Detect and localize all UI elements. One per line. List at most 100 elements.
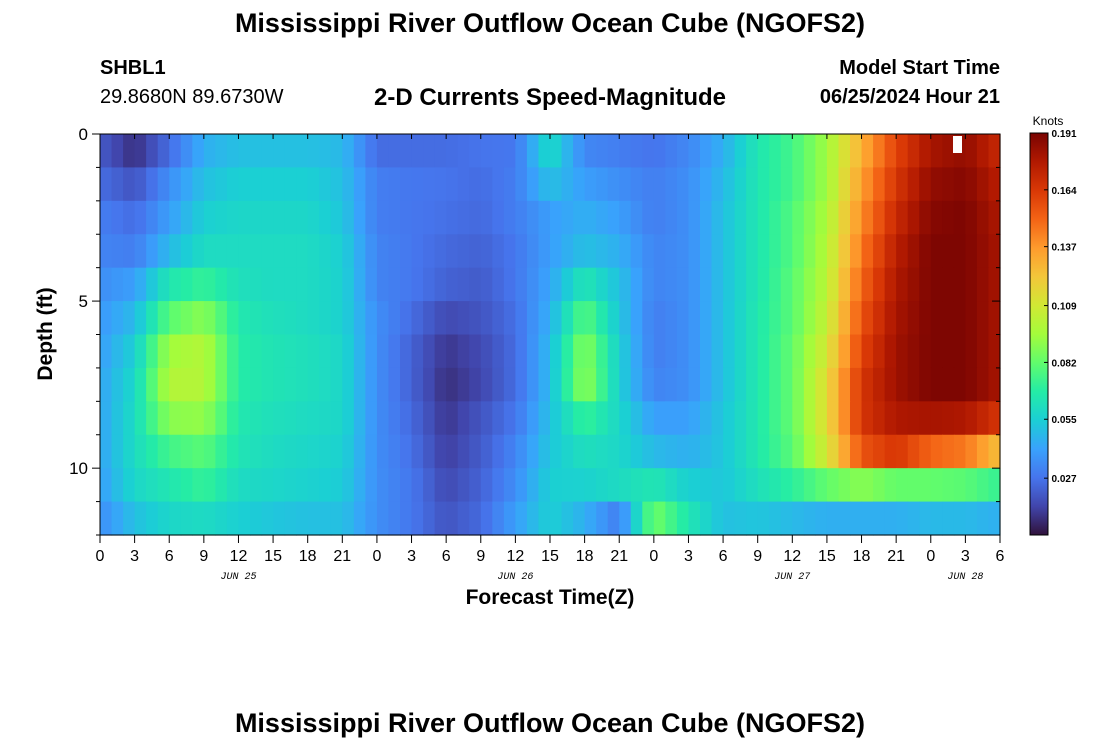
heatmap-cell xyxy=(676,234,690,269)
heatmap-cell xyxy=(711,468,724,503)
heatmap-cell xyxy=(861,267,874,302)
x-tick-label: 21 xyxy=(610,548,628,565)
heatmap-cell xyxy=(988,434,1001,469)
heatmap-cell xyxy=(319,468,332,503)
heatmap-cell xyxy=(619,234,632,269)
heatmap-cell xyxy=(434,501,447,536)
heatmap-cell xyxy=(250,468,263,503)
heatmap-cell xyxy=(988,200,1001,235)
heatmap-cell xyxy=(850,167,863,202)
heatmap-cell xyxy=(215,234,228,269)
heatmap-cell xyxy=(538,167,551,202)
heatmap-cell xyxy=(561,134,574,169)
heatmap-cell xyxy=(723,167,736,202)
heatmap-cell xyxy=(423,167,436,202)
heatmap-cell xyxy=(515,367,528,402)
x-tick-label: 21 xyxy=(887,548,905,565)
heatmap-cell xyxy=(215,200,228,235)
heatmap-cell xyxy=(296,167,309,202)
heatmap-cell xyxy=(596,334,609,369)
heatmap-cell xyxy=(896,200,909,235)
heatmap-cell xyxy=(134,334,147,369)
heatmap-cell xyxy=(342,468,355,503)
heatmap-cell xyxy=(342,234,355,269)
heatmap-cell xyxy=(526,367,540,402)
heatmap-cell xyxy=(884,301,897,336)
heatmap-cell xyxy=(400,434,413,469)
heatmap-cell xyxy=(700,267,713,302)
heatmap-cell xyxy=(838,267,851,302)
heatmap-cell xyxy=(273,501,286,536)
heatmap-cell xyxy=(123,134,136,169)
heatmap-cell xyxy=(400,501,413,536)
heatmap-cell xyxy=(319,367,332,402)
heatmap-cell xyxy=(342,267,355,302)
x-tick-label: 0 xyxy=(96,548,105,565)
heatmap-cell xyxy=(307,468,320,503)
heatmap-cell xyxy=(919,401,932,436)
heatmap-cell xyxy=(942,167,955,202)
heatmap-cell xyxy=(907,468,920,503)
heatmap-cell xyxy=(584,134,597,169)
heatmap-cell xyxy=(365,468,378,503)
heatmap-cell xyxy=(838,401,851,436)
heatmap-cell xyxy=(296,401,309,436)
heatmap-cell xyxy=(561,301,574,336)
heatmap-cell xyxy=(134,200,147,235)
heatmap-cell xyxy=(365,501,378,536)
heatmap-cell xyxy=(896,367,909,402)
heatmap-cell xyxy=(250,301,263,336)
heatmap-cell xyxy=(792,167,805,202)
heatmap-cell xyxy=(169,301,182,336)
heatmap-cell xyxy=(550,301,563,336)
colorbar-tick-label: 0.191 xyxy=(1051,129,1076,140)
y-axis: 0 5 10 xyxy=(69,125,1000,536)
heatmap-cell xyxy=(434,267,447,302)
heatmap-cell xyxy=(873,134,886,169)
heatmap-cell xyxy=(238,167,251,202)
x-tick-label: 12 xyxy=(230,548,248,565)
heatmap-cell xyxy=(561,267,574,302)
heatmap-cell xyxy=(884,200,897,235)
heatmap-cell xyxy=(619,334,632,369)
heatmap-cell xyxy=(607,301,620,336)
heatmap-cell xyxy=(273,167,286,202)
heatmap-cell xyxy=(284,367,297,402)
heatmap-cell xyxy=(711,200,724,235)
heatmap-cell xyxy=(434,134,447,169)
heatmap-cell xyxy=(896,434,909,469)
heatmap-cell xyxy=(757,267,770,302)
heatmap-cell xyxy=(411,301,424,336)
heatmap-cell xyxy=(596,434,609,469)
heatmap-cell xyxy=(665,234,678,269)
heatmap-cell xyxy=(607,501,620,536)
heatmap-cell xyxy=(434,367,447,402)
heatmap-cell xyxy=(700,134,713,169)
heatmap-cell xyxy=(538,267,551,302)
heatmap-cell xyxy=(561,434,574,469)
plot-heading: 2-D Currents Speed-Magnitude xyxy=(373,84,727,111)
heatmap-cell xyxy=(284,167,297,202)
heatmap-cell xyxy=(769,468,782,503)
heatmap-cell xyxy=(803,367,816,402)
heatmap-cell xyxy=(296,468,309,503)
heatmap-cell xyxy=(411,167,424,202)
heatmap-cell xyxy=(930,267,943,302)
heatmap-cell xyxy=(226,234,240,269)
heatmap-cell xyxy=(700,200,713,235)
colorbar-tick-label: 0.109 xyxy=(1051,302,1076,313)
heatmap-cell xyxy=(665,334,678,369)
heatmap-cell xyxy=(123,301,136,336)
heatmap-cell xyxy=(884,234,897,269)
heatmap-cell xyxy=(826,501,840,536)
heatmap-cell xyxy=(376,367,390,402)
heatmap-cell xyxy=(861,468,874,503)
heatmap-cell xyxy=(203,401,216,436)
heatmap-cell xyxy=(423,501,436,536)
heatmap-cell xyxy=(434,234,447,269)
heatmap-cell xyxy=(815,234,828,269)
heatmap-cell xyxy=(619,301,632,336)
heatmap-cell xyxy=(642,401,655,436)
heatmap-cell xyxy=(573,167,586,202)
heatmap-cell xyxy=(642,134,655,169)
